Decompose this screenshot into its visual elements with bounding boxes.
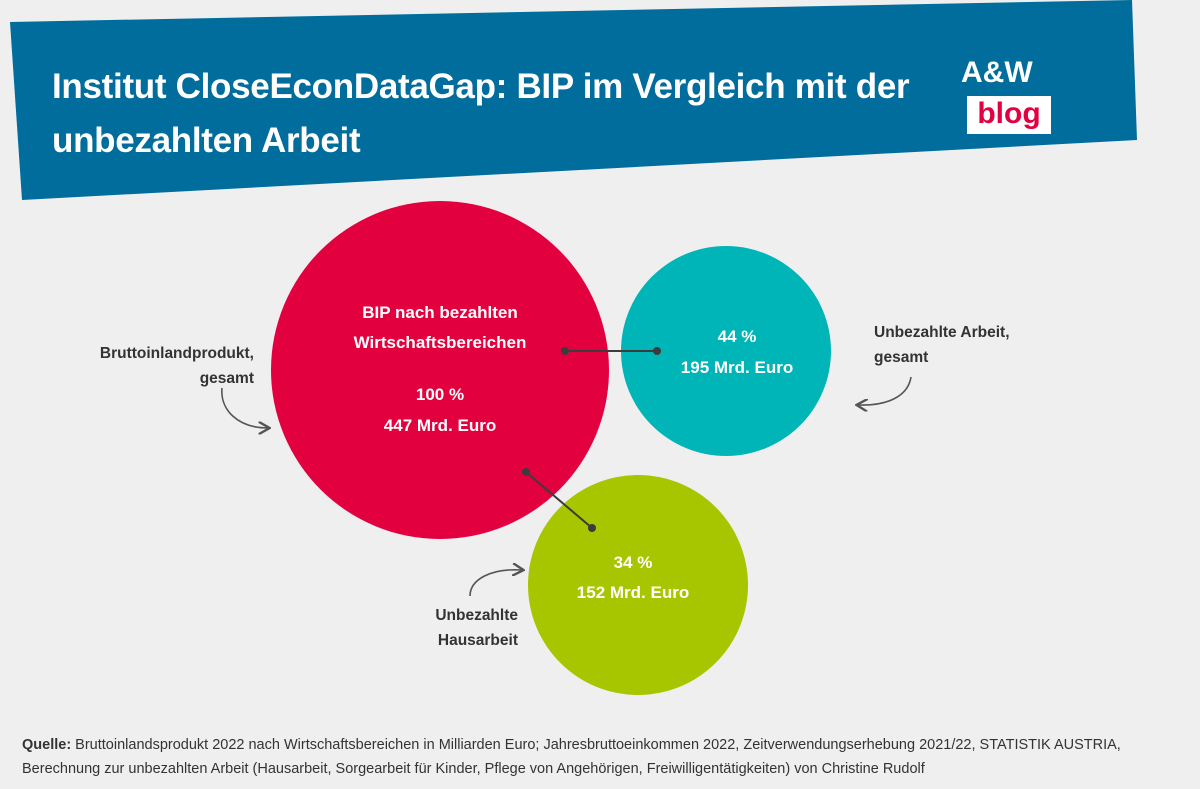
unbezahlte-arbeit-percent-label: 44 % [718,327,757,346]
aw-blog-logo: A&W blog [955,53,1063,139]
callout-arrow-bip [221,387,268,428]
callout-arrow-unbezahlte-arbeit [858,376,912,405]
bubble-bip [271,201,609,539]
callout-bip-line-1: Bruttoinlandprodukt, [99,345,254,362]
bubble-unbezahlte-arbeit [621,246,831,456]
callout-arrow-hausarbeit [469,570,522,597]
unbezahlte-arbeit-value-label: 195 Mrd. Euro [681,358,793,377]
callout-unbezahlte-arbeit-line-2: gesamt [874,349,929,366]
connector-dot-2b [588,524,596,532]
source-text: Bruttoinlandsprodukt 2022 nach Wirtschaf… [22,737,1121,777]
page-title: Institut CloseEconDataGap: BIP im Vergle… [52,67,910,160]
bip-label-line-1: BIP nach bezahlten [362,303,518,322]
bip-label-line-2: Wirtschaftsbereichen [354,333,527,352]
logo-line-2: blog [967,96,1051,134]
callout-bip: Bruttoinlandprodukt, gesamt [80,341,254,391]
callout-hausarbeit-line-2: Hausarbeit [437,632,518,649]
bubble-hausarbeit [528,475,748,695]
hausarbeit-percent-label: 34 % [614,553,653,572]
bip-value-label: 447 Mrd. Euro [384,416,496,435]
callout-bip-line-2: gesamt [199,370,254,387]
hausarbeit-value-label: 152 Mrd. Euro [577,583,689,602]
connector-dot-1b [653,347,661,355]
source-label: Quelle: [22,737,72,753]
bip-percent-label: 100 % [416,385,464,404]
logo-line-1: A&W [961,56,1033,89]
callout-unbezahlte-arbeit-line-1: Unbezahlte Arbeit, [874,324,1010,341]
source-note: Quelle: Bruttoinlandsprodukt 2022 nach W… [22,733,1172,781]
callout-unbezahlte-arbeit: Unbezahlte Arbeit, gesamt [874,320,1074,370]
connector-dot-2a [522,468,530,476]
header-banner [10,0,1137,200]
callout-hausarbeit-line-1: Unbezahlte [435,607,518,624]
callout-hausarbeit: Unbezahlte Hausarbeit [400,603,518,653]
connector-dot-1a [561,347,569,355]
connector-bip-hausarbeit [525,471,593,529]
